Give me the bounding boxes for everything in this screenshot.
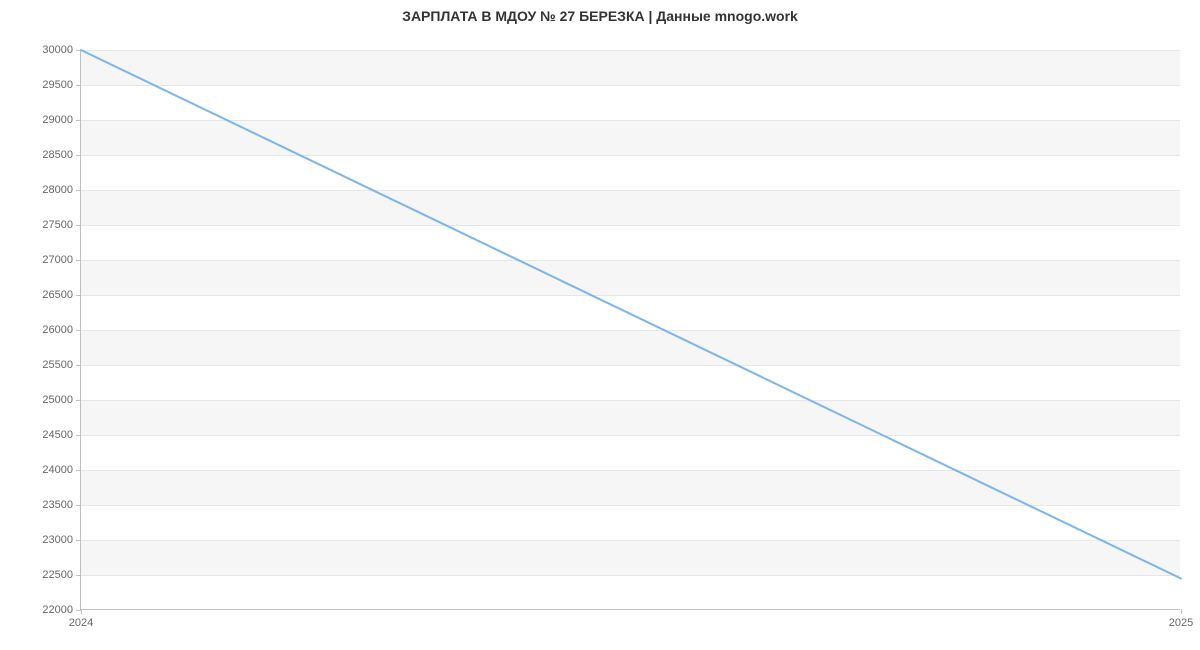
y-tick-label: 26500 xyxy=(42,289,81,301)
series-layer xyxy=(81,50,1181,610)
x-tick-label: 2025 xyxy=(1169,609,1193,629)
y-tick-label: 27000 xyxy=(42,254,81,266)
y-tick-label: 28000 xyxy=(42,184,81,196)
y-tick-label: 22500 xyxy=(42,569,81,581)
salary-line-chart: ЗАРПЛАТА В МДОУ № 27 БЕРЕЗКА | Данные mn… xyxy=(0,0,1200,650)
y-tick-label: 27500 xyxy=(42,219,81,231)
y-tick-label: 29500 xyxy=(42,79,81,91)
y-tick-label: 25000 xyxy=(42,394,81,406)
y-tick-label: 24000 xyxy=(42,464,81,476)
y-tick-label: 28500 xyxy=(42,149,81,161)
y-tick-label: 25500 xyxy=(42,359,81,371)
x-tick-label: 2024 xyxy=(69,609,93,629)
y-tick-label: 30000 xyxy=(42,44,81,56)
plot-area: 2200022500230002350024000245002500025500… xyxy=(80,50,1180,610)
y-tick-label: 29000 xyxy=(42,114,81,126)
y-tick-label: 23500 xyxy=(42,499,81,511)
y-tick-label: 26000 xyxy=(42,324,81,336)
y-tick-label: 24500 xyxy=(42,429,81,441)
chart-title: ЗАРПЛАТА В МДОУ № 27 БЕРЕЗКА | Данные mn… xyxy=(0,8,1200,24)
series-line-salary xyxy=(81,50,1181,579)
y-tick-label: 23000 xyxy=(42,534,81,546)
